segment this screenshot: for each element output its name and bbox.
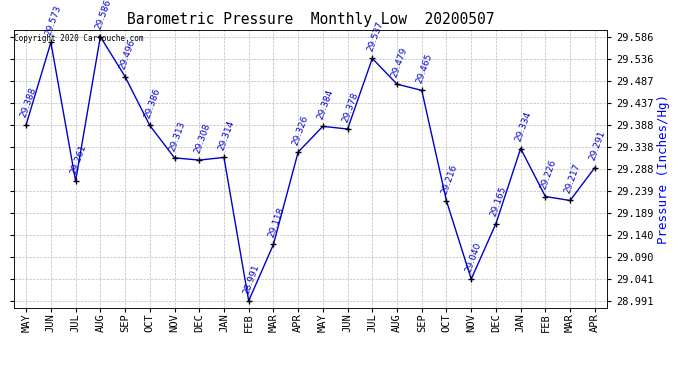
Text: 28.991: 28.991 [241,262,261,295]
Text: 29.165: 29.165 [489,185,509,218]
Text: 29.586: 29.586 [93,0,112,31]
Text: 29.334: 29.334 [514,110,533,143]
Text: 29.040: 29.040 [464,241,484,273]
Text: 29.226: 29.226 [538,159,558,191]
Text: 29.326: 29.326 [291,114,310,147]
Text: 29.496: 29.496 [118,39,137,71]
Text: 29.386: 29.386 [143,87,162,120]
Text: 29.313: 29.313 [168,120,187,152]
Text: 29.217: 29.217 [563,162,582,195]
Text: 29.537: 29.537 [366,20,384,53]
Text: 29.118: 29.118 [266,206,286,239]
Text: 29.291: 29.291 [588,129,607,162]
Text: 29.308: 29.308 [193,122,212,154]
Text: Copyright 2020 Cartouche.com: Copyright 2020 Cartouche.com [14,34,144,43]
Y-axis label: Pressure (Inches/Hg): Pressure (Inches/Hg) [656,94,669,244]
Text: 29.384: 29.384 [316,88,335,121]
Text: 29.479: 29.479 [390,46,409,79]
Text: 29.261: 29.261 [69,143,88,176]
Title: Barometric Pressure  Monthly Low  20200507: Barometric Pressure Monthly Low 20200507 [127,12,494,27]
Text: 29.573: 29.573 [44,4,63,37]
Text: 29.314: 29.314 [217,119,236,152]
Text: 29.465: 29.465 [415,52,434,85]
Text: 29.216: 29.216 [440,163,459,195]
Text: 29.378: 29.378 [341,91,360,123]
Text: 29.388: 29.388 [19,86,39,119]
